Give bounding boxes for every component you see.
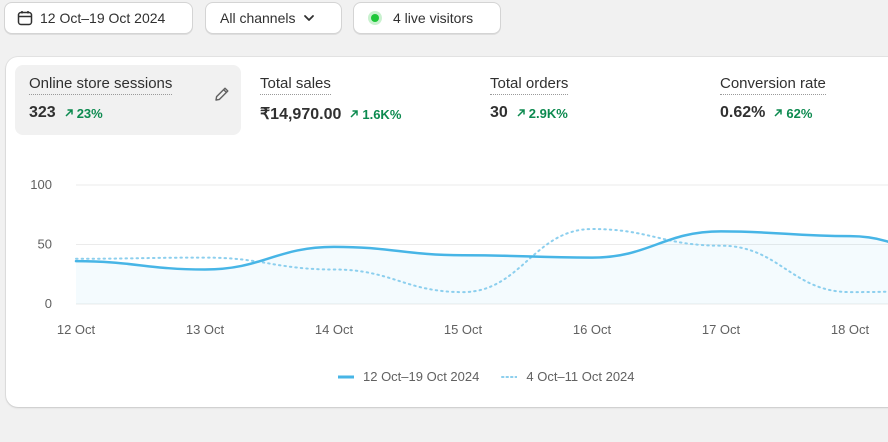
date-range-label: 12 Oct–19 Oct 2024 bbox=[40, 10, 166, 26]
metric-value: 0.62% bbox=[720, 104, 766, 121]
metric-total-sales[interactable]: Total sales ₹14,970.00 1.6K% bbox=[246, 65, 466, 135]
arrow-up-right-icon bbox=[350, 110, 359, 118]
x-tick-label: 13 Oct bbox=[186, 322, 225, 337]
y-tick-label: 0 bbox=[45, 296, 52, 311]
metric-title: Conversion rate bbox=[720, 75, 826, 95]
metric-value: ₹14,970.00 bbox=[260, 106, 342, 123]
channels-dropdown[interactable]: All channels bbox=[205, 2, 342, 34]
metric-change: 1.6K% bbox=[350, 107, 401, 122]
arrow-up-right-icon bbox=[65, 109, 73, 117]
series-area-current bbox=[76, 231, 888, 304]
x-tick-label: 16 Oct bbox=[573, 322, 612, 337]
sessions-line-chart: 0 50 100 12 Oct 13 Oct 14 Oct 15 Oct 16 Oct 17 O… bbox=[30, 177, 888, 337]
live-visitors-label: 4 live visitors bbox=[393, 10, 474, 26]
metric-value: 323 bbox=[29, 104, 56, 121]
metric-online-store-sessions[interactable]: Online store sessions 323 23% bbox=[15, 65, 241, 135]
x-tick-label: 14 Oct bbox=[315, 322, 354, 337]
metric-title: Online store sessions bbox=[29, 75, 173, 95]
arrow-up-right-icon bbox=[774, 109, 783, 117]
metric-change: 62% bbox=[774, 106, 812, 121]
metric-total-orders[interactable]: Total orders 30 2.9K% bbox=[476, 65, 696, 135]
live-visitors-button[interactable]: 4 live visitors bbox=[353, 2, 501, 34]
legend-item-previous[interactable]: 4 Oct–11 Oct 2024 bbox=[501, 369, 635, 384]
metric-change: 23% bbox=[65, 106, 103, 121]
x-tick-label: 17 Oct bbox=[702, 322, 741, 337]
channels-label: All channels bbox=[220, 10, 296, 26]
y-tick-label: 50 bbox=[38, 237, 52, 252]
legend-label-previous: 4 Oct–11 Oct 2024 bbox=[526, 369, 635, 384]
legend-label-current: 12 Oct–19 Oct 2024 bbox=[363, 369, 480, 384]
metric-title: Total orders bbox=[490, 75, 569, 95]
chevron-down-icon bbox=[303, 12, 315, 24]
calendar-icon bbox=[17, 10, 33, 26]
x-tick-label: 12 Oct bbox=[57, 322, 96, 337]
live-indicator-icon bbox=[368, 11, 382, 25]
analytics-card: Online store sessions 323 23% Total sale… bbox=[6, 57, 888, 407]
date-range-button[interactable]: 12 Oct–19 Oct 2024 bbox=[4, 2, 193, 34]
legend-item-current[interactable]: 12 Oct–19 Oct 2024 bbox=[338, 369, 479, 384]
x-tick-label: 15 Oct bbox=[444, 322, 483, 337]
metric-value: 30 bbox=[490, 104, 508, 121]
metric-title: Total sales bbox=[260, 75, 331, 95]
metric-change: 2.9K% bbox=[517, 106, 568, 121]
series-line-current bbox=[74, 230, 888, 271]
pencil-icon[interactable] bbox=[213, 85, 231, 108]
x-tick-label: 18 Oct bbox=[831, 322, 870, 337]
chart-legend: 12 Oct–19 Oct 2024 4 Oct–11 Oct 2024 bbox=[338, 369, 635, 384]
y-tick-label: 100 bbox=[30, 177, 52, 192]
arrow-up-right-icon bbox=[517, 109, 525, 117]
metric-conversion-rate[interactable]: Conversion rate 0.62% 62% bbox=[706, 65, 888, 135]
